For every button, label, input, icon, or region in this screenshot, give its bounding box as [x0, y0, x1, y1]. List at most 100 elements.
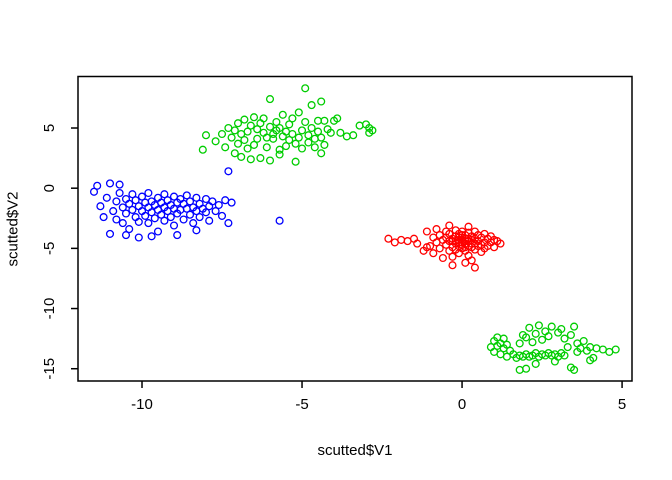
data-point	[246, 155, 255, 164]
data-point	[317, 133, 326, 142]
data-point	[611, 345, 620, 354]
data-point	[211, 207, 220, 216]
data-point	[294, 133, 303, 142]
data-point	[134, 233, 143, 242]
data-point	[307, 123, 316, 133]
data-point	[249, 113, 259, 122]
data-point	[531, 329, 540, 338]
y-tick-label: -15	[41, 358, 58, 380]
data-point	[333, 114, 342, 123]
y-tick-label: -10	[41, 298, 58, 320]
data-point	[89, 187, 99, 196]
data-point	[134, 202, 143, 211]
data-point	[201, 131, 211, 140]
data-point	[275, 150, 284, 159]
data-point	[121, 231, 131, 240]
data-point	[253, 134, 262, 143]
data-point	[185, 210, 195, 219]
data-point	[259, 114, 268, 123]
data-point	[515, 365, 524, 374]
data-point	[304, 131, 313, 140]
data-point	[499, 334, 508, 343]
data-point	[525, 323, 534, 332]
data-point	[214, 200, 223, 210]
data-point	[189, 219, 198, 228]
data-point	[397, 235, 406, 244]
data-point	[502, 340, 511, 349]
data-point	[278, 110, 287, 119]
data-point	[240, 135, 249, 145]
data-point	[160, 216, 169, 225]
data-point	[336, 128, 345, 137]
data-point	[115, 188, 124, 198]
data-point	[538, 335, 547, 344]
data-point	[195, 199, 204, 208]
data-point	[93, 181, 102, 190]
data-point	[368, 126, 377, 135]
data-point	[288, 129, 297, 139]
data-point	[317, 149, 326, 158]
data-point	[496, 239, 505, 248]
data-point	[153, 227, 163, 236]
data-point	[409, 234, 419, 243]
data-point	[422, 227, 431, 236]
data-point	[342, 132, 351, 141]
data-point	[224, 167, 233, 176]
plot-border	[77, 75, 633, 382]
data-point	[281, 142, 291, 151]
data-point	[265, 95, 275, 104]
data-point	[198, 145, 207, 154]
data-point	[570, 322, 579, 331]
data-point	[131, 196, 140, 205]
x-tick-label: -5	[295, 396, 308, 413]
data-point	[589, 353, 598, 362]
data-point	[275, 123, 284, 133]
data-point	[349, 131, 358, 140]
data-point	[217, 129, 227, 139]
data-point	[192, 226, 201, 235]
data-point	[445, 221, 454, 230]
data-point	[253, 125, 262, 134]
data-point	[147, 232, 156, 241]
data-point	[243, 127, 252, 136]
data-point	[522, 364, 531, 373]
data-point	[275, 145, 284, 154]
data-point	[275, 216, 284, 225]
data-point	[96, 202, 105, 211]
data-point	[182, 191, 191, 200]
data-point	[355, 121, 364, 130]
data-point	[320, 116, 329, 125]
data-point	[448, 252, 457, 261]
data-point	[557, 324, 566, 334]
x-tick-label: 0	[458, 396, 466, 413]
data-point	[227, 133, 236, 142]
data-point	[294, 108, 303, 117]
data-point	[448, 261, 457, 270]
data-point	[115, 180, 124, 189]
data-point	[310, 143, 319, 152]
data-point	[217, 211, 227, 220]
data-point	[99, 213, 108, 222]
data-point	[467, 256, 476, 265]
data-point	[272, 117, 281, 127]
data-point	[426, 241, 435, 251]
data-point	[179, 215, 188, 224]
data-point	[384, 234, 393, 243]
data-point	[464, 222, 473, 231]
data-point	[169, 221, 179, 230]
data-point	[125, 199, 134, 208]
data-point	[227, 198, 236, 207]
data-point	[291, 157, 300, 166]
data-point	[438, 253, 447, 263]
data-point	[201, 208, 211, 217]
data-point	[432, 225, 441, 234]
data-point	[237, 152, 246, 161]
data-point	[413, 239, 422, 248]
data-point	[112, 215, 121, 224]
data-point	[301, 84, 310, 93]
data-point	[144, 219, 153, 228]
data-point	[240, 115, 249, 124]
data-point	[534, 321, 543, 330]
data-point	[112, 197, 121, 206]
